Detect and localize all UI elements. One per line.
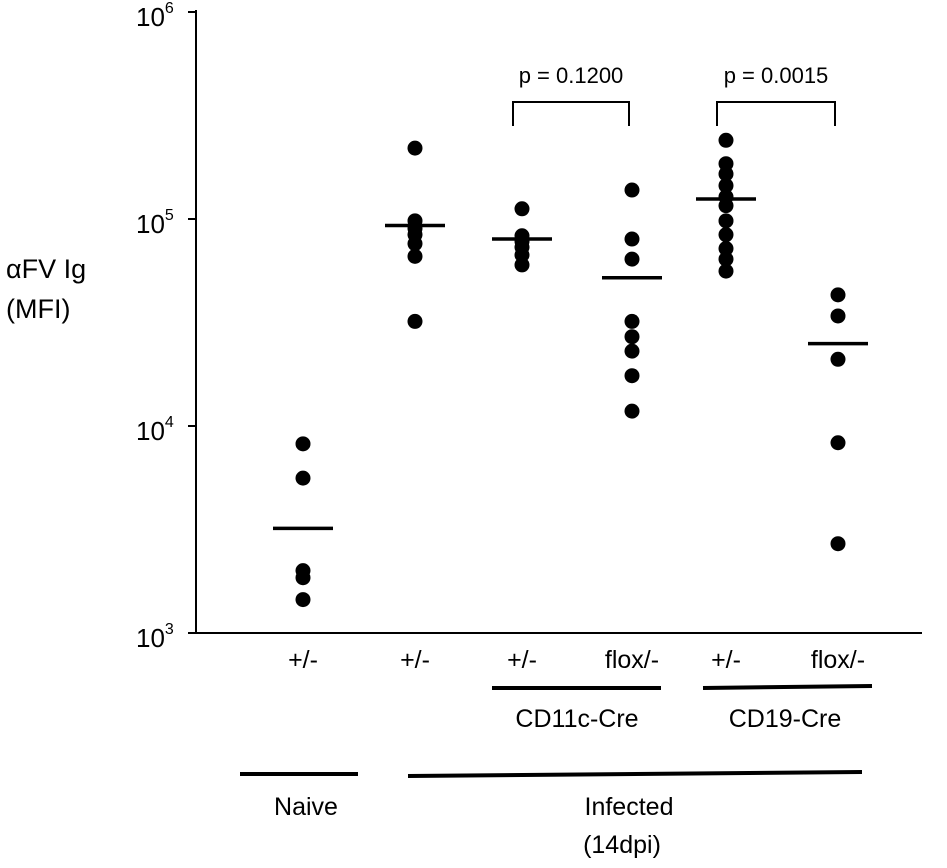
x-tick-label: +/- — [711, 646, 741, 674]
data-point — [624, 403, 640, 419]
x-tick-label: +/- — [507, 646, 537, 674]
x-tick-label: flox/- — [605, 646, 659, 674]
x-tick-label: +/- — [288, 646, 318, 674]
cd11c-group-label: CD11c-Cre — [515, 705, 638, 733]
y-ticks: 103 104 105 106 — [136, 0, 196, 653]
y-tick-label: 106 — [136, 0, 174, 32]
data-point — [830, 287, 846, 303]
data-point — [718, 178, 734, 194]
p-value-brackets: p = 0.1200 p = 0.0015 — [512, 63, 836, 126]
data-point — [718, 241, 734, 257]
data-point — [624, 182, 640, 198]
p-value-bracket — [512, 101, 630, 126]
data-point — [718, 251, 734, 267]
data-point — [514, 201, 530, 217]
data-point — [624, 251, 640, 267]
y-tick-label: 103 — [136, 621, 174, 653]
cd19-group-bar — [702, 684, 873, 690]
data-point — [718, 156, 734, 172]
median-lines — [273, 197, 868, 531]
infected-group-bar — [407, 770, 863, 778]
data-point — [718, 213, 734, 229]
data-points — [295, 132, 846, 608]
data-point — [295, 470, 311, 486]
y-tick-label: 104 — [136, 414, 174, 446]
cd19-group-label: CD19-Cre — [729, 705, 842, 733]
data-point — [718, 166, 734, 182]
data-point — [407, 140, 423, 156]
data-point — [295, 592, 311, 608]
data-point — [624, 231, 640, 247]
p-value-label: p = 0.1200 — [519, 63, 624, 88]
data-point — [624, 329, 640, 345]
x-tick-label: flox/- — [811, 646, 865, 674]
data-point — [407, 313, 423, 329]
data-point — [407, 236, 423, 252]
p-value-label: p = 0.0015 — [724, 63, 829, 88]
data-point — [718, 132, 734, 148]
y-tick-label: 105 — [136, 207, 174, 239]
y-axis-label-line1: αFV Ig — [6, 254, 86, 284]
data-point — [624, 343, 640, 359]
data-point — [830, 351, 846, 367]
data-point — [830, 308, 846, 324]
data-point — [514, 257, 530, 273]
infected-group-label-line1: Infected — [585, 793, 674, 821]
data-point — [830, 536, 846, 552]
data-point — [295, 570, 311, 586]
y-axis-label-line2: (MFI) — [6, 294, 70, 324]
infected-group-label-line2: (14dpi) — [583, 831, 661, 859]
data-point — [718, 227, 734, 243]
data-point — [718, 198, 734, 214]
data-point — [830, 435, 846, 451]
data-point — [624, 313, 640, 329]
x-tick-label: +/- — [400, 646, 430, 674]
data-point — [295, 436, 311, 452]
data-point — [718, 263, 734, 279]
x-tick-labels: +/- +/- +/- flox/- +/- flox/- — [288, 646, 865, 674]
data-point — [624, 368, 640, 384]
p-value-bracket — [716, 101, 836, 126]
data-point — [407, 248, 423, 264]
naive-group-label: Naive — [274, 793, 338, 821]
